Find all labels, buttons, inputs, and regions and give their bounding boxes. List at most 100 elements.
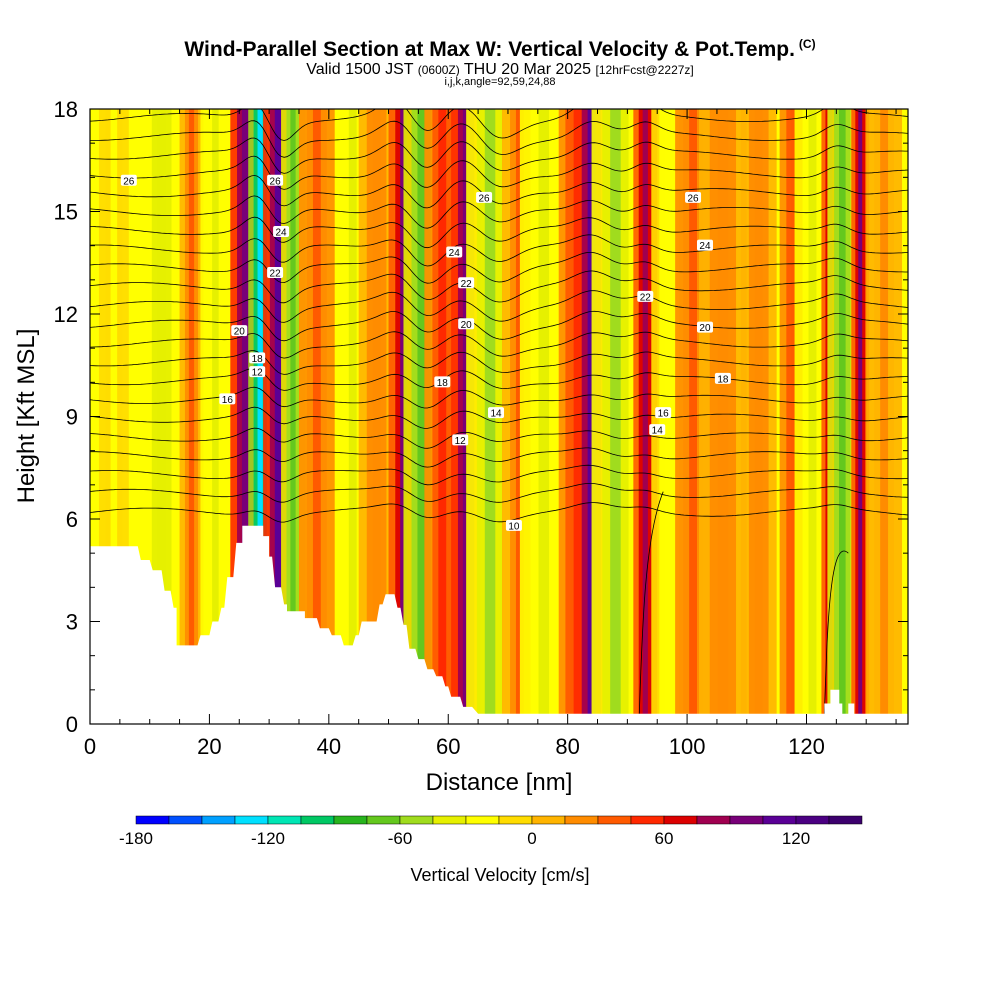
contour-label: 10 bbox=[505, 519, 522, 532]
isentrope-line bbox=[90, 174, 908, 209]
isentrope-line bbox=[90, 137, 908, 174]
y-tick-label: 0 bbox=[66, 712, 78, 737]
isentrope-line bbox=[90, 502, 908, 523]
isentrope-line bbox=[90, 252, 908, 284]
colorbar-swatch bbox=[729, 815, 764, 825]
contour-label: 26 bbox=[476, 191, 493, 204]
colorbar-swatch bbox=[630, 815, 665, 825]
colorbar-swatch bbox=[498, 815, 533, 825]
contour-label: 18 bbox=[714, 372, 731, 385]
contour-label-text: 12 bbox=[252, 368, 264, 379]
contour-label: 20 bbox=[696, 321, 713, 334]
isentrope-line bbox=[90, 464, 908, 486]
contour-labels: 10 12 12 14 14 16 16 18 18 18 20 20 20 22 22 22 24 24 24 26… bbox=[120, 174, 731, 532]
colorbar-swatch bbox=[828, 815, 863, 825]
contour-label-text: 10 bbox=[508, 521, 520, 532]
contour-label-text: 16 bbox=[222, 395, 234, 406]
colorbar-swatch bbox=[399, 815, 434, 825]
contour-label: 14 bbox=[649, 424, 666, 437]
colorbar-swatch bbox=[663, 815, 698, 825]
contour-label: 22 bbox=[267, 267, 284, 280]
velocity-band-peak bbox=[858, 109, 863, 724]
contour-label: 22 bbox=[637, 290, 654, 303]
contour-label: 20 bbox=[231, 325, 248, 338]
contour-label: 26 bbox=[685, 191, 702, 204]
contour-label-text: 14 bbox=[652, 426, 664, 437]
colorbar: -180 -120 -60 0 60 120 bbox=[119, 815, 863, 848]
axes: 0 20 40 60 80 100 120 0 3 6 9 12 15 18 bbox=[54, 97, 908, 759]
contour-label-text: 22 bbox=[640, 292, 652, 303]
colorbar-swatch bbox=[531, 815, 566, 825]
contour-label: 24 bbox=[696, 239, 713, 252]
isentrope-line bbox=[90, 406, 908, 429]
colorbar-tick-label: -60 bbox=[388, 829, 413, 848]
contour-label: 12 bbox=[452, 434, 469, 447]
velocity-band-peak bbox=[689, 109, 697, 724]
isentrope-line bbox=[90, 109, 908, 141]
velocity-band-peak bbox=[642, 109, 648, 724]
isentrope-line bbox=[90, 367, 908, 391]
y-tick-label: 6 bbox=[66, 507, 78, 532]
isentrope-line bbox=[90, 427, 908, 449]
colorbar-swatch bbox=[201, 815, 236, 825]
isentrope-line bbox=[90, 331, 908, 359]
isentrope-line bbox=[90, 483, 908, 503]
isentrope-line bbox=[90, 120, 908, 158]
terrain bbox=[90, 525, 908, 724]
isentrope-line bbox=[638, 491, 664, 714]
copyright-mark: (C) bbox=[798, 37, 816, 51]
contour-label: 24 bbox=[273, 226, 290, 239]
contour-label-text: 14 bbox=[490, 409, 502, 420]
contour-label-text: 20 bbox=[461, 320, 473, 331]
contour-label: 26 bbox=[120, 174, 137, 187]
isentrope-line bbox=[90, 447, 908, 468]
y-tick-label: 18 bbox=[54, 97, 78, 122]
isentrope-line bbox=[824, 550, 849, 714]
velocity-band-peak bbox=[241, 109, 249, 724]
colorbar-swatch bbox=[795, 815, 830, 825]
contour-label-text: 26 bbox=[123, 176, 135, 187]
colorbar-swatch bbox=[234, 815, 269, 825]
x-axis-label: Distance [nm] bbox=[426, 769, 573, 796]
x-tick-label: 0 bbox=[84, 734, 96, 759]
contour-label: 26 bbox=[267, 174, 284, 187]
colorbar-swatch bbox=[762, 815, 797, 825]
velocity-band-peak bbox=[157, 109, 166, 724]
contour-label-text: 26 bbox=[687, 193, 699, 204]
velocity-band-peak bbox=[290, 109, 296, 724]
contour-label-text: 20 bbox=[234, 327, 246, 338]
colorbar-swatch bbox=[366, 815, 401, 825]
colorbar-swatch bbox=[333, 815, 368, 825]
velocity-band-peak bbox=[754, 109, 763, 724]
contour-label: 16 bbox=[219, 393, 236, 406]
isentrope-line bbox=[90, 155, 908, 190]
vertical-velocity-field bbox=[98, 109, 903, 724]
contour-label-text: 22 bbox=[461, 279, 473, 290]
contour-label: 16 bbox=[655, 407, 672, 420]
contour-label-text: 20 bbox=[699, 323, 711, 334]
velocity-band-peak bbox=[372, 109, 381, 724]
isentrope-line bbox=[90, 350, 908, 375]
colorbar-swatch bbox=[696, 815, 731, 825]
contour-label-text: 22 bbox=[270, 269, 282, 280]
x-tick-label: 100 bbox=[669, 734, 706, 759]
colorbar-swatch bbox=[135, 815, 170, 825]
contour-label-text: 18 bbox=[717, 374, 729, 385]
isentrope-line bbox=[90, 290, 908, 323]
contour-label-text: 18 bbox=[437, 378, 449, 389]
contour-label: 22 bbox=[458, 277, 475, 290]
colorbar-swatch bbox=[300, 815, 335, 825]
y-tick-label: 9 bbox=[66, 405, 78, 430]
colorbar-tick-label: 60 bbox=[655, 829, 674, 848]
x-tick-label: 20 bbox=[197, 734, 221, 759]
x-tick-label: 60 bbox=[436, 734, 460, 759]
velocity-band-peak bbox=[400, 109, 407, 724]
contour-label: 14 bbox=[488, 407, 505, 420]
velocity-band-peak bbox=[257, 109, 263, 724]
isentrope-line bbox=[90, 216, 908, 249]
colorbar-swatch bbox=[597, 815, 632, 825]
velocity-band-peak bbox=[538, 109, 550, 724]
colorbar-swatch bbox=[465, 815, 500, 825]
colorbar-tick-label: -180 bbox=[119, 829, 153, 848]
